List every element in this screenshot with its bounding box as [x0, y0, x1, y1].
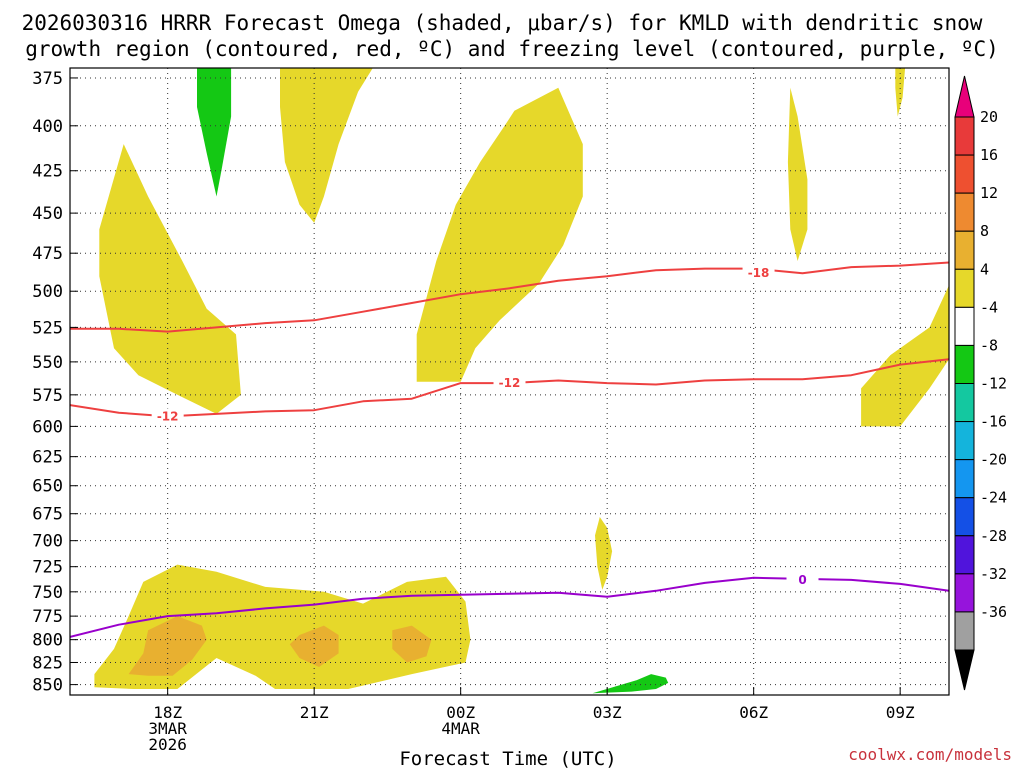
colorbar: 20 16 12 8 4 -4 -8 -12 -16 -20 -24 -28 -32 -36: [954, 75, 1007, 691]
y-tick-label-650: 650: [32, 477, 63, 497]
y-tick-label-475: 475: [32, 244, 63, 264]
colorbar-bottom-arrow: [954, 649, 975, 691]
colorbar-bin-5: [954, 306, 975, 346]
dendritic-contour-0-label-0: -12: [157, 409, 179, 423]
y-tick-label-500: 500: [32, 282, 63, 302]
colorbar-label-3: 8: [980, 222, 989, 240]
y-tick-label-575: 575: [32, 386, 63, 406]
dendritic-contour-1-label-0: -18: [748, 266, 770, 280]
omega-region-yellow-5: [861, 285, 949, 427]
contour-lines: -12 -12 -18 0: [70, 261, 949, 638]
colorbar-bin-4: [954, 268, 975, 308]
colorbar-bin-7: [954, 383, 975, 423]
colorbar-label-2: 12: [980, 184, 998, 202]
y-tick-label-525: 525: [32, 318, 63, 338]
omega-region-green-0: [197, 68, 232, 197]
x-tick-label-2-1: 3MAR: [148, 719, 187, 738]
x-tick-label-8-0: 00Z: [446, 703, 475, 722]
dendritic-contour-0-label-bg-1: [493, 375, 526, 392]
colorbar-bin-6: [954, 344, 975, 384]
colorbar-label-6: -8: [980, 336, 998, 354]
x-axis-label: Forecast Time (UTC): [399, 748, 616, 768]
y-tick-label-550: 550: [32, 353, 63, 373]
colorbar-label-4: 4: [980, 260, 989, 278]
plot-frame: [69, 67, 950, 696]
colorbar-top-arrow: [954, 75, 975, 118]
colorbar-bin-12: [954, 573, 975, 613]
freezing-level-contour-label-0: 0: [798, 573, 806, 587]
y-tick-label-775: 775: [32, 607, 63, 627]
colorbar-bin-11: [954, 535, 975, 575]
omega-region-green-1: [592, 674, 669, 694]
chart-title-line-2: growth region (contoured, red, ºC) and f…: [25, 37, 999, 61]
x-tick-label-14-0: 06Z: [739, 703, 768, 722]
omega-region-orange-0: [128, 616, 207, 676]
y-tick-label-450: 450: [32, 204, 63, 224]
freezing-level-contour-label-bg-0: [786, 571, 819, 588]
y-tick-label-400: 400: [32, 117, 63, 137]
y-tick-label-725: 725: [32, 558, 63, 578]
plot-area: -12 -12 -18 0 375 400 425 450 475 500 525 550 575 60…: [32, 67, 950, 754]
y-tick-label-675: 675: [32, 505, 63, 525]
colorbar-bin-0: [954, 116, 975, 156]
colorbar-bin-13: [954, 611, 975, 651]
colorbar-bin-3: [954, 230, 975, 270]
colorbar-label-1: 16: [980, 146, 998, 164]
x-tick-label-5-0: 21Z: [300, 703, 329, 722]
colorbar-label-9: -20: [980, 451, 1007, 469]
colorbar-label-5: -4: [980, 298, 998, 316]
y-tick-label-800: 800: [32, 631, 63, 651]
x-tick-label-17-0: 09Z: [886, 703, 915, 722]
y-tick-label-700: 700: [32, 532, 63, 552]
y-tick-label-825: 825: [32, 653, 63, 673]
colorbar-label-8: -16: [980, 413, 1007, 431]
y-tick-label-625: 625: [32, 448, 63, 468]
colorbar-label-11: -28: [980, 527, 1007, 545]
y-tick-label-600: 600: [32, 417, 63, 437]
colorbar-label-12: -32: [980, 565, 1007, 583]
omega-region-orange-1: [289, 625, 339, 667]
omega-region-yellow-6: [595, 517, 613, 590]
omega-region-yellow-1: [280, 68, 373, 223]
omega-shading: [94, 68, 949, 694]
dendritic-contour-0-label-1: -12: [499, 376, 521, 390]
colorbar-label-7: -12: [980, 375, 1007, 393]
omega-region-orange-2: [392, 625, 432, 663]
colorbar-label-13: -36: [980, 603, 1007, 621]
colorbar-bin-10: [954, 497, 975, 537]
chart-title-line-1: 2026030316 HRRR Forecast Omega (shaded, …: [22, 11, 983, 35]
omega-region-yellow-2: [416, 87, 583, 382]
x-tick-label-2-0: 18Z: [153, 703, 182, 722]
x-tick-label-11-0: 03Z: [593, 703, 622, 722]
colorbar-bin-2: [954, 192, 975, 232]
omega-region-yellow-0: [99, 144, 241, 414]
dendritic-contour-0-label-bg-0: [151, 408, 184, 425]
y-axis-ticks: 375 400 425 450 475 500 525 550 575 600 625 650 675 7…: [32, 69, 78, 696]
colorbar-label-0: 20: [980, 108, 998, 126]
dendritic-contour-1-label-bg-0: [742, 265, 775, 282]
y-tick-label-750: 750: [32, 583, 63, 603]
colorbar-bin-8: [954, 421, 975, 461]
omega-region-yellow-3: [787, 87, 808, 261]
colorbar-bin-9: [954, 459, 975, 499]
credit-text: coolwx.com/models: [848, 745, 1012, 764]
colorbar-bin-1: [954, 154, 975, 194]
x-tick-label-8-1: 4MAR: [441, 719, 480, 738]
y-tick-label-850: 850: [32, 676, 63, 696]
dendritic-contour-1: [70, 261, 949, 333]
y-tick-label-375: 375: [32, 69, 63, 89]
x-tick-label-2-2: 2026: [148, 735, 187, 754]
omega-region-yellow-4: [895, 68, 906, 117]
colorbar-label-10: -24: [980, 489, 1007, 507]
y-tick-label-425: 425: [32, 162, 63, 182]
